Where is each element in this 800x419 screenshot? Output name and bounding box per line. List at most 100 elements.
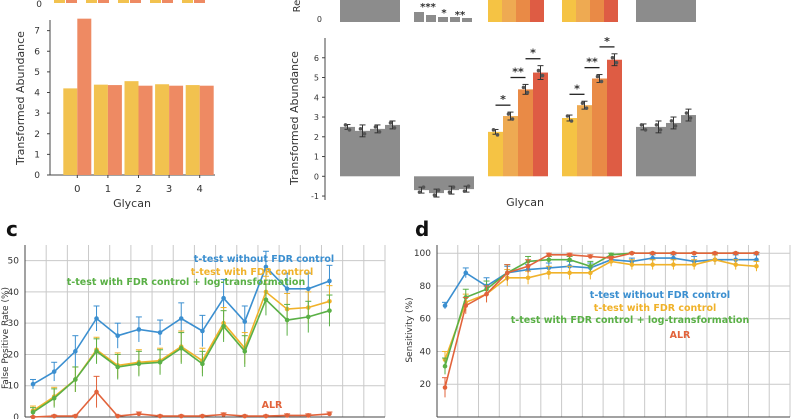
panel-b-data-point	[580, 101, 585, 105]
panel-c-data-point	[94, 316, 99, 321]
panel-b-y-tick-label: 4	[314, 93, 319, 102]
panel-d-y-label: Sensitivity (%)	[405, 297, 415, 362]
panel-a-x-label: Glycan	[113, 197, 151, 210]
panel-b-bar	[607, 59, 622, 177]
panel-c-data-point	[136, 411, 142, 417]
panel-a-top-strip-bar	[150, 0, 161, 3]
panel-a-y-tick-label: 0	[34, 171, 40, 181]
panel-b-data-point	[525, 90, 530, 95]
panel-c-y-label: False Positive Rate (%)	[1, 287, 11, 389]
panel-c-data-point	[30, 381, 36, 387]
panel-c-data-point	[178, 345, 184, 351]
panel-d-data-point	[588, 254, 593, 259]
panel-a-y-tick-label: 1	[34, 150, 40, 160]
panel-c-data-point	[73, 413, 78, 419]
panel-a-x-tick-label: 3	[166, 184, 172, 195]
panel-d-data-point	[546, 270, 552, 276]
panel-c-data-point	[73, 349, 78, 354]
panel-c-y-tick-label: 20	[8, 350, 20, 360]
panel-b-top-bar	[576, 0, 590, 22]
panel-b-top-significance: ***	[420, 2, 436, 13]
panel-b-bar	[562, 118, 577, 177]
panel-b-data-point	[669, 119, 674, 123]
panel-d-data-point	[588, 270, 593, 276]
panel-d-data-point	[733, 250, 739, 256]
panel-b-data-point	[599, 79, 604, 84]
panel-b-data-point	[684, 111, 689, 115]
panel-b-data-point	[451, 185, 456, 189]
panel-b-data-point	[584, 106, 589, 110]
panel-b-data-point	[510, 117, 515, 121]
panel-b-bar	[503, 116, 518, 177]
panel-a-top-strip-bar	[98, 0, 109, 3]
panel-c-data-point	[51, 413, 57, 419]
panel-d-y-tick-label: 40	[420, 347, 432, 357]
panel-d-data-point	[442, 363, 448, 369]
panel-b-top-bar	[502, 0, 516, 22]
panel-b-data-point	[373, 125, 378, 129]
panel-c-data-point	[284, 286, 290, 292]
panel-c-data-point	[263, 413, 269, 419]
panel-c-data-point	[157, 359, 163, 365]
panel-b-top-bar	[516, 0, 530, 22]
panel-c-data-point	[94, 389, 99, 395]
panel-b-top-bar	[590, 0, 604, 22]
panel-c-data-point	[136, 361, 142, 367]
panel-a-bar	[107, 85, 122, 175]
panel-b-bar	[577, 105, 592, 177]
panel-c-data-point	[157, 413, 163, 419]
panel-c-data-point	[30, 414, 36, 419]
panel-c-y-tick-label: 10	[8, 382, 20, 392]
panel-a-top-strip-bar	[194, 0, 205, 3]
panel-c-legend-1: t-test without FDR control	[194, 254, 334, 265]
panel-a-y-tick-label: 5	[34, 68, 40, 78]
panel-d-data-point	[463, 303, 469, 308]
panel-b-data-point	[614, 60, 619, 65]
panel-b-y-tick-label: 0	[314, 172, 319, 181]
panel-b-top-significance: **	[455, 10, 466, 21]
panel-c-y-tick-label: 30	[8, 319, 20, 329]
panel-b-bar	[414, 176, 429, 191]
panel-a-bar	[155, 84, 170, 175]
panel-c-data-point	[136, 327, 142, 332]
panel-b-data-point	[639, 123, 644, 127]
panel-b-data-point	[688, 116, 693, 120]
panel-d-data-point	[650, 262, 655, 267]
panel-a-bar	[199, 85, 214, 175]
panel-b-top-tick: 0	[317, 15, 322, 24]
panel-b-top-bar	[438, 17, 448, 22]
panel-b-top-bar	[450, 17, 460, 22]
panel-c-data-point	[73, 377, 78, 382]
panel-b-data-point	[421, 185, 426, 189]
panel-b-data-point	[466, 184, 471, 188]
panel-a-bar	[185, 85, 200, 175]
panel-d-data-point	[650, 250, 655, 256]
panel-c-data-point	[115, 333, 121, 338]
panel-d-data-point	[463, 270, 469, 276]
panel-d-data-point	[691, 262, 697, 267]
panel-b-top-bar	[462, 18, 472, 22]
panel-b-top-bar	[340, 0, 400, 22]
panel-b-significance-label: **	[586, 56, 598, 69]
panel-b-data-point	[610, 55, 615, 60]
panel-a-x-tick-label: 1	[105, 184, 111, 195]
panel-b-top-bar	[488, 0, 502, 22]
panel-b-bar	[429, 176, 444, 194]
panel-d-y-tick-label: 80	[420, 282, 432, 292]
panel-b-bar	[533, 72, 548, 177]
panel-c-data-point	[284, 317, 290, 323]
panel-b-significance-label: *	[500, 93, 506, 106]
panel-d-data-point	[442, 303, 448, 308]
panel-c-data-point	[242, 349, 248, 354]
panel-b-y-tick-label: 1	[314, 153, 319, 162]
panel-b-data-point	[343, 123, 348, 127]
panel-d-data-point	[567, 270, 572, 276]
panel-d-data-point	[754, 250, 759, 256]
panel-a-top-strip-bar	[130, 0, 141, 3]
panel-b-data-point	[462, 189, 467, 193]
panel-b-y-tick-label: 6	[314, 54, 319, 63]
panel-c-data-point	[221, 295, 226, 301]
panel-b-data-point	[536, 68, 541, 73]
panel-b-y-tick-label: 5	[314, 74, 319, 83]
panel-d-data-point	[691, 250, 697, 256]
